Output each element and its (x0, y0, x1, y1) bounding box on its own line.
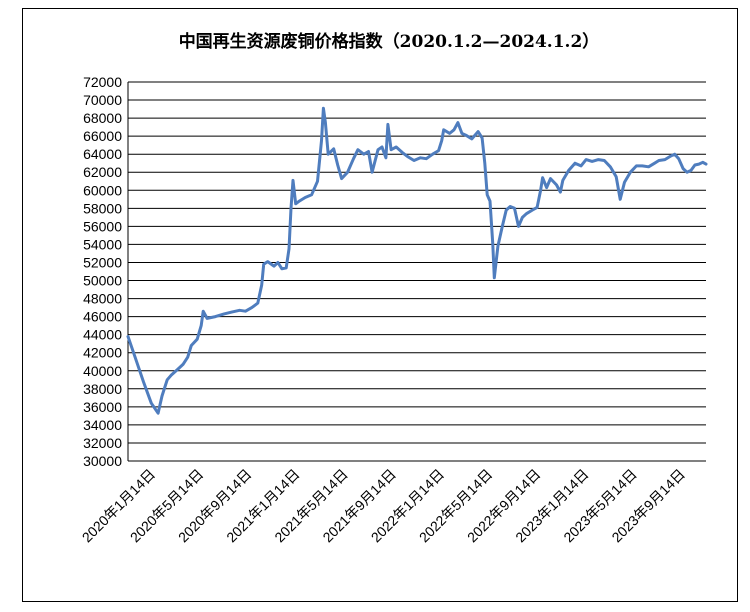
y-tick-label: 60000 (83, 182, 122, 198)
y-tick-label: 38000 (83, 381, 122, 397)
y-tick-label: 40000 (83, 363, 122, 379)
chart-frame: 中国再生资源废铜价格指数（2020.1.2—2024.1.2） 30000 320… (22, 8, 738, 602)
y-tick-label: 30000 (83, 453, 122, 469)
y-tick-label: 54000 (83, 236, 122, 252)
y-tick-label: 50000 (83, 273, 122, 289)
y-tick-label: 70000 (83, 92, 122, 108)
y-tick-label: 46000 (83, 309, 122, 325)
y-tick-label: 56000 (83, 218, 122, 234)
y-tick-label: 62000 (83, 164, 122, 180)
series-line-copy-price-index (126, 106, 708, 415)
chart-title: 中国再生资源废铜价格指数（2020.1.2—2024.1.2） (179, 31, 600, 52)
gridlines (127, 81, 706, 462)
x-axis-ticks: 2020年1月14日2020年5月14日2020年9月14日2021年1月14日… (79, 466, 688, 546)
y-axis-ticks: 30000 32000 34000 36000 38000 40000 42000 44000… (83, 74, 122, 469)
y-tick-label: 64000 (83, 146, 122, 162)
y-tick-label: 66000 (83, 128, 122, 144)
y-tick-label: 58000 (83, 200, 122, 216)
y-tick-label: 32000 (83, 435, 122, 451)
y-tick-label: 44000 (83, 327, 122, 343)
y-tick-label: 36000 (83, 399, 122, 415)
y-tick-label: 34000 (83, 417, 122, 433)
y-tick-label: 42000 (83, 345, 122, 361)
y-tick-label: 68000 (83, 110, 122, 126)
y-tick-label: 52000 (83, 254, 122, 270)
line-chart: 中国再生资源废铜价格指数（2020.1.2—2024.1.2） 30000 320… (79, 31, 708, 546)
y-tick-label: 48000 (83, 291, 122, 307)
y-tick-label: 72000 (83, 74, 122, 90)
